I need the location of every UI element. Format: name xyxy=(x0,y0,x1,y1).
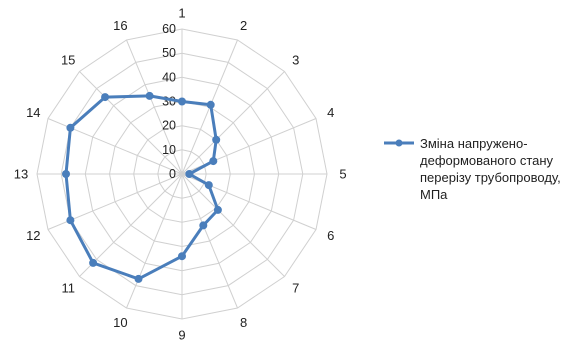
data-point xyxy=(101,93,110,102)
radial-tick-label: 20 xyxy=(162,119,176,133)
category-label: 10 xyxy=(113,315,127,330)
category-label: 4 xyxy=(327,105,334,120)
grid-spoke xyxy=(181,173,285,277)
data-point xyxy=(199,221,208,230)
data-point xyxy=(185,170,194,178)
category-label: 15 xyxy=(61,53,75,68)
grid-spoke xyxy=(126,173,183,309)
data-point xyxy=(66,216,75,225)
data-point xyxy=(212,135,221,144)
category-label: 13 xyxy=(14,167,28,182)
data-point xyxy=(66,123,75,132)
grid-spoke xyxy=(79,173,183,277)
radial-tick-label: 40 xyxy=(162,70,176,84)
category-label: 3 xyxy=(292,53,299,68)
category-label: 9 xyxy=(178,328,185,343)
radial-tick-label: 10 xyxy=(162,143,176,157)
grid-spoke xyxy=(181,71,285,175)
grid-spoke xyxy=(181,173,238,309)
legend-swatch xyxy=(384,139,414,147)
data-point xyxy=(145,91,154,100)
grid-spoke xyxy=(126,39,183,175)
data-point xyxy=(206,100,215,109)
data-point xyxy=(178,252,186,261)
category-label: 1 xyxy=(178,6,185,21)
category-label: 16 xyxy=(113,18,127,33)
category-label: 11 xyxy=(61,280,75,295)
category-label: 7 xyxy=(292,280,299,295)
legend-label: Зміна напружено-деформованого стану пере… xyxy=(420,136,561,202)
data-point xyxy=(89,258,98,267)
data-point xyxy=(134,274,143,283)
category-label: 8 xyxy=(240,315,247,330)
radial-tick-label: 50 xyxy=(162,46,176,60)
data-point xyxy=(178,97,186,106)
radial-tick-label: 60 xyxy=(162,22,176,36)
data-point xyxy=(204,181,213,190)
category-label: 12 xyxy=(26,228,40,243)
category-label: 14 xyxy=(26,105,40,120)
data-point xyxy=(209,157,218,166)
category-label: 6 xyxy=(327,228,334,243)
data-point xyxy=(62,170,70,178)
radial-tick-label: 0 xyxy=(169,167,176,181)
category-label: 5 xyxy=(339,167,346,182)
category-label: 2 xyxy=(240,18,247,33)
data-point xyxy=(213,205,222,214)
grid-spoke xyxy=(79,71,183,175)
